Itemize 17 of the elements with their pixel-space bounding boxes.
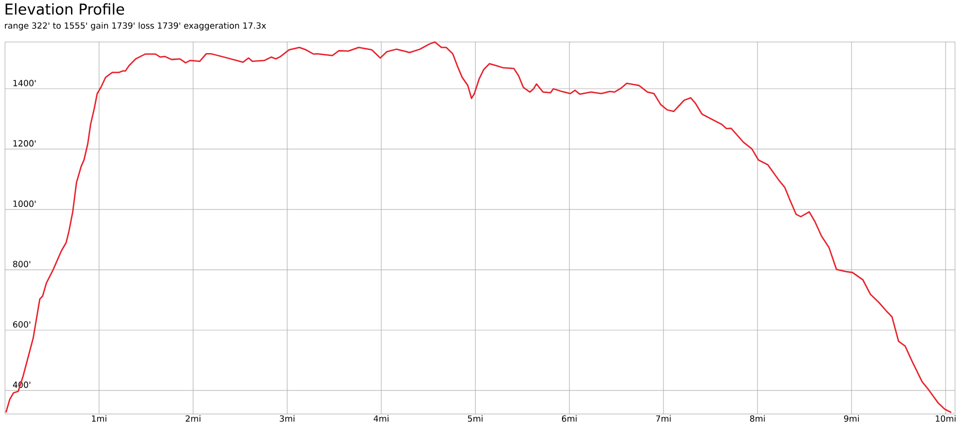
y-tick-label: 600' <box>13 321 30 328</box>
x-tick-label: 7mi <box>656 415 671 422</box>
x-tick-label: 1mi <box>92 415 106 422</box>
x-tick-label: 10mi <box>936 415 956 422</box>
x-tick-label: 2mi <box>186 415 200 422</box>
x-tick-label: 9mi <box>844 415 859 422</box>
y-tick-label: 1200' <box>13 140 36 147</box>
chart-title: Elevation Profile <box>6 3 124 15</box>
x-tick-label: 3mi <box>280 415 294 422</box>
y-tick-label: 1400' <box>13 80 36 86</box>
x-tick-label: 5mi <box>468 415 483 422</box>
y-tick-label: 800' <box>13 260 30 268</box>
chart-subtitle: range 322' to 1555' gain 1739' loss 1739' exaggeration 17.3x <box>4 22 266 30</box>
x-tick-label: 6mi <box>562 415 577 422</box>
x-tick-label: 8mi <box>750 415 765 422</box>
x-tick-label: 4mi <box>374 415 388 422</box>
y-tick-label: 1000' <box>13 200 36 207</box>
